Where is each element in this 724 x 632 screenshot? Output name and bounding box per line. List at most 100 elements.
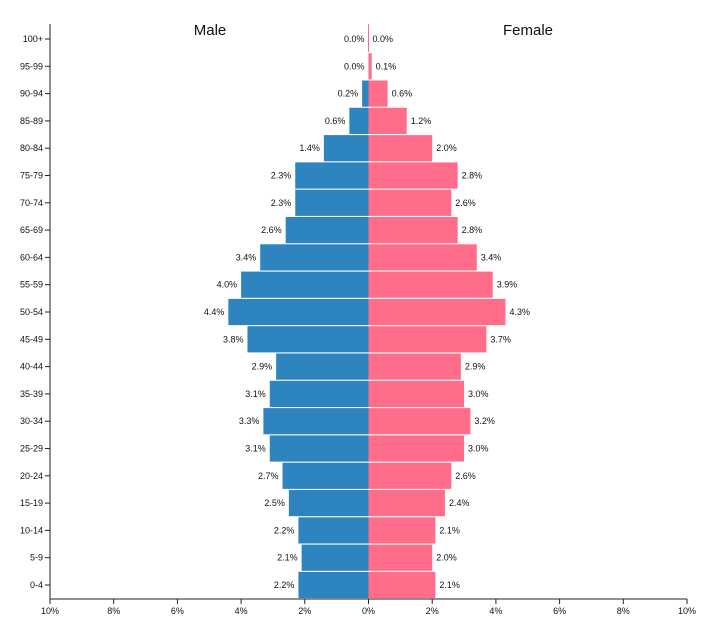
female-bar xyxy=(368,162,458,189)
male-value-label: 0.6% xyxy=(325,116,346,126)
y-tick-label: 90-94 xyxy=(20,89,43,99)
y-tick-label: 35-39 xyxy=(20,389,43,399)
female-value-label: 3.0% xyxy=(468,389,489,399)
female-bar xyxy=(368,571,436,599)
female-series-title: Female xyxy=(503,22,553,39)
female-bar xyxy=(368,490,445,517)
x-tick-label: 6% xyxy=(553,606,566,616)
male-bar xyxy=(269,435,369,462)
male-value-label: 2.2% xyxy=(274,580,295,590)
male-value-label: 3.3% xyxy=(239,416,260,426)
x-tick-label: 2% xyxy=(298,606,311,616)
male-bar xyxy=(298,571,369,599)
female-bar xyxy=(368,244,477,271)
female-bar xyxy=(368,380,465,407)
male-bar xyxy=(228,298,369,326)
male-bar xyxy=(323,135,369,162)
male-value-label: 3.8% xyxy=(223,334,244,344)
female-value-label: 2.4% xyxy=(449,498,470,508)
female-value-label: 3.7% xyxy=(490,334,511,344)
x-axis: 10% 8% 6% 4% 2% 0% 2% 4% 6% 8% 10% xyxy=(41,598,696,616)
male-bar xyxy=(241,271,369,298)
female-bar xyxy=(368,435,465,462)
male-value-label: 2.7% xyxy=(258,471,279,481)
x-tick-label: 10% xyxy=(678,606,696,616)
male-series-title: Male xyxy=(194,22,227,39)
male-bar xyxy=(247,326,369,353)
male-bar xyxy=(276,353,369,380)
female-value-label: 2.6% xyxy=(455,471,476,481)
female-value-label: 2.8% xyxy=(462,171,483,181)
y-tick-label: 25-29 xyxy=(20,444,43,454)
female-bar xyxy=(368,298,506,326)
male-value-label: 0.0% xyxy=(344,34,365,44)
male-value-label: 2.2% xyxy=(274,525,295,535)
male-bar xyxy=(285,217,369,244)
female-value-label: 1.2% xyxy=(411,116,432,126)
male-bar xyxy=(288,490,369,517)
male-value-label: 1.4% xyxy=(299,143,320,153)
x-tick-label: 4% xyxy=(489,606,502,616)
value-labels-group: 2.2% 2.1% 2.1% 2.0% 2.2% 2.1% 2.5% 2.4% 2.7% 2.6%… xyxy=(204,34,530,590)
x-tick-label: 8% xyxy=(617,606,630,616)
bars-group xyxy=(228,24,506,599)
y-tick-label: 60-64 xyxy=(20,252,43,262)
x-tick-label: 4% xyxy=(235,606,248,616)
female-value-label: 3.9% xyxy=(497,280,518,290)
female-bar xyxy=(368,353,461,380)
female-value-label: 0.1% xyxy=(376,61,397,71)
female-value-label: 4.3% xyxy=(509,307,530,317)
x-tick-label: 0% xyxy=(362,606,375,616)
female-value-label: 2.1% xyxy=(439,580,460,590)
y-tick-label: 10-14 xyxy=(20,525,43,535)
female-value-label: 0.6% xyxy=(392,89,413,99)
female-bar xyxy=(368,326,487,353)
y-axis: 0-4 5-9 10-14 15-19 20-24 25-29 30-34 35-39 40-4… xyxy=(20,24,51,599)
y-tick-label: 65-69 xyxy=(20,225,43,235)
y-tick-label: 100+ xyxy=(23,34,43,44)
y-tick-label: 70-74 xyxy=(20,198,43,208)
male-value-label: 3.1% xyxy=(245,444,266,454)
male-bar xyxy=(295,189,369,216)
x-tick-label: 10% xyxy=(41,606,59,616)
male-value-label: 2.9% xyxy=(252,362,273,372)
male-value-label: 0.0% xyxy=(344,61,365,71)
male-value-label: 2.6% xyxy=(261,225,282,235)
female-value-label: 2.9% xyxy=(465,362,486,372)
male-value-label: 0.2% xyxy=(338,89,359,99)
male-bar xyxy=(260,244,369,271)
y-tick-label: 40-44 xyxy=(20,362,43,372)
female-value-label: 2.0% xyxy=(436,143,457,153)
female-bar xyxy=(368,217,458,244)
x-tick-label: 2% xyxy=(426,606,439,616)
y-tick-label: 15-19 xyxy=(20,498,43,508)
female-bar xyxy=(368,189,452,216)
female-value-label: 0.0% xyxy=(373,34,394,44)
male-value-label: 3.1% xyxy=(245,389,266,399)
female-value-label: 3.2% xyxy=(474,416,495,426)
y-tick-label: 55-59 xyxy=(20,280,43,290)
male-value-label: 2.5% xyxy=(264,498,285,508)
female-bar xyxy=(368,107,407,134)
y-tick-label: 30-34 xyxy=(20,416,43,426)
male-value-label: 2.3% xyxy=(271,198,292,208)
male-bar xyxy=(349,107,369,134)
female-bar xyxy=(368,135,433,162)
male-bar xyxy=(298,517,369,544)
female-value-label: 2.1% xyxy=(439,525,460,535)
y-tick-label: 20-24 xyxy=(20,471,43,481)
y-tick-label: 95-99 xyxy=(20,61,43,71)
male-value-label: 4.4% xyxy=(204,307,225,317)
female-value-label: 2.0% xyxy=(436,553,457,563)
y-tick-label: 5-9 xyxy=(30,553,43,563)
male-value-label: 4.0% xyxy=(217,280,238,290)
x-tick-label: 8% xyxy=(107,606,120,616)
female-bar xyxy=(368,408,471,435)
male-bar xyxy=(282,462,369,489)
female-bar xyxy=(368,271,493,298)
female-value-label: 2.6% xyxy=(455,198,476,208)
y-tick-label: 50-54 xyxy=(20,307,43,317)
y-tick-label: 0-4 xyxy=(30,580,43,590)
x-tick-label: 6% xyxy=(171,606,184,616)
male-bar xyxy=(263,408,369,435)
